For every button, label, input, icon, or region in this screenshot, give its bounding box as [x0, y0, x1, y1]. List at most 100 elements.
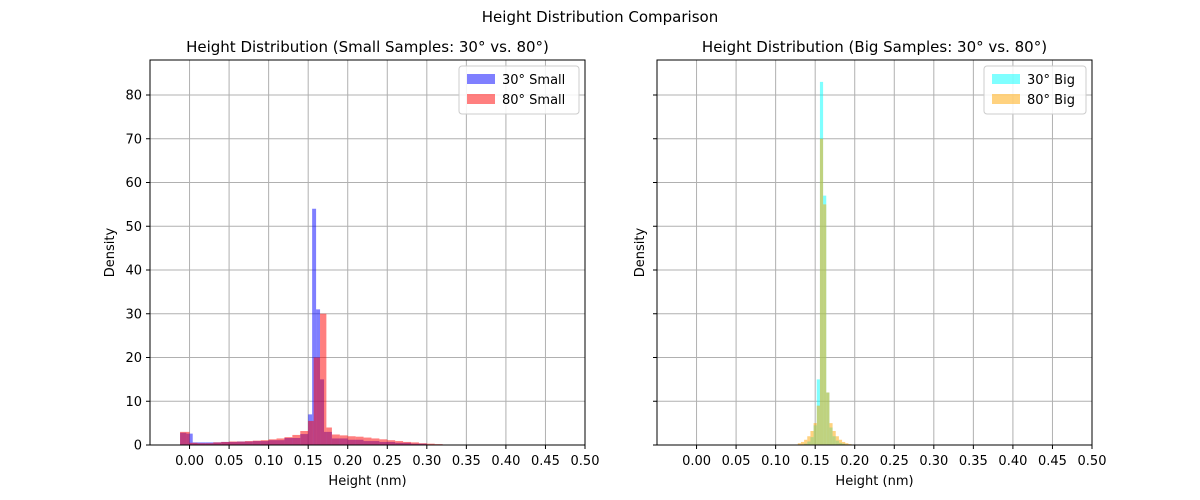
- x-tick-label: 0.00: [682, 454, 711, 469]
- y-tick-label: 60: [125, 176, 142, 191]
- legend-label: 30° Big: [1027, 73, 1075, 88]
- x-tick-label: 0.20: [333, 454, 362, 469]
- subplot-title: Height Distribution (Small Samples: 30° …: [186, 38, 549, 56]
- histogram-bar: [826, 392, 830, 445]
- histogram-bar: [816, 405, 820, 445]
- x-axis-label: Height (nm): [835, 474, 913, 489]
- histogram-bar: [221, 441, 230, 445]
- x-tick-label: 0.00: [175, 454, 204, 469]
- x-tick-label: 0.45: [1038, 454, 1067, 469]
- histogram-bar: [205, 443, 214, 445]
- legend-swatch: [467, 74, 495, 84]
- histogram-bar: [426, 443, 435, 445]
- histogram-bar: [810, 431, 814, 445]
- x-tick-label: 0.35: [959, 454, 988, 469]
- histogram-bar: [395, 441, 404, 445]
- histogram-bar: [308, 420, 314, 445]
- histogram-bar: [244, 441, 253, 445]
- y-tick-label: 0: [134, 439, 142, 454]
- histogram-bar: [823, 204, 827, 445]
- y-axis-label: Density: [103, 227, 118, 277]
- histogram-bar: [197, 443, 206, 445]
- histogram-bar: [797, 443, 801, 445]
- y-axis-label: Density: [633, 227, 648, 277]
- x-tick-label: 0.25: [880, 454, 909, 469]
- histogram-bar: [313, 357, 321, 445]
- x-tick-label: 0.45: [531, 454, 560, 469]
- x-tick-label: 0.50: [571, 454, 600, 469]
- x-tick-label: 0.50: [1078, 454, 1107, 469]
- subplot-1: 0.00 0.05 0.10 0.15 0.20 0.25 0.30 0.35 0.40 0.45…: [103, 38, 599, 489]
- legend-swatch: [992, 94, 1020, 104]
- histogram-bar: [284, 437, 293, 445]
- legend: 30° Small 80° Small: [458, 65, 580, 115]
- y-tick-label: 40: [125, 264, 142, 279]
- x-axis-label: Height (nm): [328, 474, 406, 489]
- histogram-bar: [387, 440, 396, 445]
- histogram-bar: [800, 441, 805, 445]
- histogram-bar: [379, 439, 388, 445]
- histogram-bar: [229, 441, 237, 445]
- x-tick-label: 0.20: [840, 454, 869, 469]
- histogram-bar: [320, 313, 327, 445]
- legend-label: 80° Big: [1027, 93, 1075, 108]
- series-2-bars: [180, 313, 455, 445]
- subplot-panels: 0.00 0.05 0.10 0.15 0.20 0.25 0.30 0.35 0.40 0.45…: [103, 38, 1106, 489]
- legend-label: 80° Small: [502, 93, 565, 108]
- histogram-bar: [813, 423, 817, 445]
- histogram-bar: [312, 208, 317, 445]
- y-tick-label: 50: [125, 220, 142, 235]
- legend-swatch: [467, 94, 495, 104]
- histogram-bar: [819, 138, 824, 445]
- subplot-title: Height Distribution (Big Samples: 30° vs…: [702, 38, 1047, 56]
- x-tick-label: 0.40: [491, 454, 520, 469]
- subplot-2: 0.00 0.05 0.10 0.15 0.20 0.25 0.30 0.35 0.40 0.45…: [633, 38, 1106, 489]
- histogram-bar: [331, 434, 340, 445]
- x-tick-label: 0.35: [452, 454, 481, 469]
- y-tick-label: 10: [125, 395, 142, 410]
- histogram-bar: [371, 438, 380, 445]
- histogram-bar: [838, 439, 843, 445]
- histogram-bar: [268, 439, 277, 445]
- legend-swatch: [992, 74, 1020, 84]
- legend: 30° Big 80° Big: [983, 65, 1087, 115]
- histogram-bar: [326, 427, 332, 445]
- histogram-bar: [300, 431, 309, 445]
- x-tick-label: 0.15: [801, 454, 830, 469]
- legend-label: 30° Small: [502, 73, 565, 88]
- axes-frame: [656, 59, 1093, 446]
- histogram-bar: [276, 438, 285, 445]
- x-tick-label: 0.30: [412, 454, 441, 469]
- histogram-bar: [804, 439, 808, 445]
- x-tick-label: 0.40: [998, 454, 1027, 469]
- histogram-bar: [347, 436, 356, 445]
- histogram-bar: [832, 431, 836, 445]
- axes-frame: [149, 59, 586, 446]
- figure-suptitle: Height Distribution Comparison: [482, 8, 718, 26]
- y-tick-label: 20: [125, 351, 142, 366]
- histogram-bar: [845, 443, 849, 445]
- x-tick-label: 0.10: [254, 454, 283, 469]
- y-tick-label: 80: [125, 89, 142, 104]
- y-tick-label: 30: [125, 307, 142, 322]
- histogram-bar: [180, 431, 190, 445]
- histogram-bar: [807, 436, 811, 445]
- histogram-bar: [355, 436, 364, 445]
- x-tick-label: 0.05: [215, 454, 244, 469]
- histogram-bar: [829, 423, 833, 445]
- histogram-bar: [252, 440, 261, 445]
- histogram-bar: [403, 441, 411, 445]
- histogram-bar: [363, 437, 372, 445]
- histogram-bar: [842, 441, 846, 445]
- x-tick-label: 0.15: [294, 454, 323, 469]
- histogram-bar: [260, 440, 269, 445]
- histogram-bar: [237, 441, 245, 445]
- x-tick-label: 0.30: [919, 454, 948, 469]
- histogram-bar: [411, 442, 419, 445]
- y-tick-label: 70: [125, 132, 142, 147]
- histogram-bar: [835, 436, 839, 445]
- histogram-bar: [339, 435, 348, 445]
- histogram-bar: [292, 434, 301, 445]
- histogram-bar: [189, 442, 198, 445]
